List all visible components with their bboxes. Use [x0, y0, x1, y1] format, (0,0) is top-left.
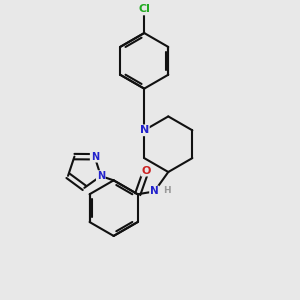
Text: H: H	[163, 186, 171, 195]
Text: N: N	[140, 125, 149, 135]
Text: N: N	[91, 152, 99, 162]
Text: N: N	[97, 171, 105, 181]
Text: O: O	[141, 166, 151, 176]
Text: N: N	[150, 187, 159, 196]
Text: Cl: Cl	[138, 4, 150, 14]
